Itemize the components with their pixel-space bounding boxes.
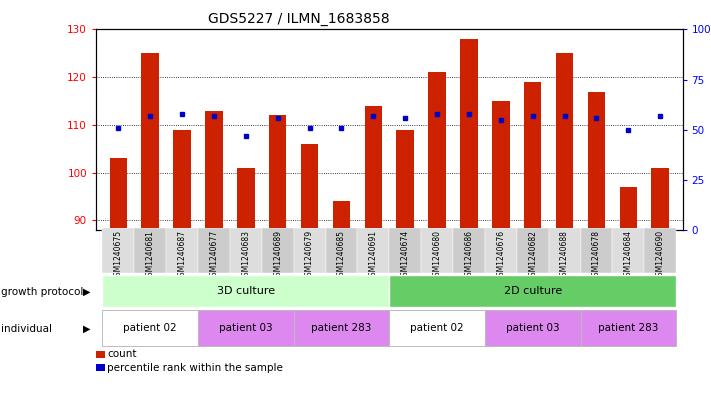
- Text: patient 03: patient 03: [219, 323, 272, 333]
- Bar: [205, 110, 223, 230]
- Bar: [397, 130, 414, 230]
- Text: patient 03: patient 03: [506, 323, 560, 333]
- Text: GSM1240680: GSM1240680: [432, 230, 442, 281]
- Bar: [390, 228, 421, 273]
- Text: GSM1240690: GSM1240690: [656, 230, 665, 281]
- Bar: [237, 168, 255, 230]
- Text: GSM1240686: GSM1240686: [464, 230, 474, 281]
- Bar: [581, 228, 612, 273]
- Bar: [485, 310, 581, 346]
- Bar: [581, 310, 676, 346]
- Bar: [453, 228, 485, 273]
- Text: ▶: ▶: [82, 286, 90, 297]
- Text: ▶: ▶: [82, 324, 90, 334]
- Bar: [173, 130, 191, 230]
- Text: GSM1240681: GSM1240681: [146, 230, 155, 281]
- Text: individual: individual: [1, 324, 53, 334]
- Text: GSM1240682: GSM1240682: [528, 230, 538, 281]
- Text: GSM1240683: GSM1240683: [241, 230, 250, 281]
- Text: GSM1240679: GSM1240679: [305, 230, 314, 281]
- Bar: [141, 53, 159, 230]
- Text: GSM1240675: GSM1240675: [114, 230, 123, 281]
- Text: GSM1240676: GSM1240676: [496, 230, 506, 281]
- Bar: [269, 116, 287, 230]
- Bar: [612, 228, 644, 273]
- Bar: [102, 228, 134, 273]
- Bar: [588, 92, 605, 230]
- Bar: [644, 228, 676, 273]
- Text: GSM1240689: GSM1240689: [273, 230, 282, 281]
- Bar: [102, 275, 390, 307]
- Bar: [358, 228, 390, 273]
- Bar: [460, 39, 478, 230]
- Bar: [651, 168, 669, 230]
- Bar: [294, 310, 390, 346]
- Text: GSM1240677: GSM1240677: [210, 230, 218, 281]
- Bar: [556, 53, 573, 230]
- Text: patient 02: patient 02: [410, 323, 464, 333]
- Text: GSM1240674: GSM1240674: [401, 230, 410, 281]
- Bar: [326, 228, 358, 273]
- Bar: [390, 310, 485, 346]
- Text: 2D culture: 2D culture: [503, 286, 562, 296]
- Text: patient 02: patient 02: [124, 323, 177, 333]
- Text: GSM1240687: GSM1240687: [178, 230, 186, 281]
- Bar: [294, 228, 326, 273]
- Bar: [262, 228, 294, 273]
- Text: 3D culture: 3D culture: [217, 286, 275, 296]
- Text: patient 283: patient 283: [311, 323, 372, 333]
- Bar: [333, 201, 351, 230]
- Bar: [549, 228, 581, 273]
- Bar: [390, 275, 676, 307]
- Bar: [619, 187, 637, 230]
- Bar: [524, 82, 542, 230]
- Bar: [166, 228, 198, 273]
- Bar: [421, 228, 453, 273]
- Bar: [134, 228, 166, 273]
- Text: GSM1240691: GSM1240691: [369, 230, 378, 281]
- Bar: [485, 228, 517, 273]
- Text: GSM1240684: GSM1240684: [624, 230, 633, 281]
- Text: GSM1240678: GSM1240678: [592, 230, 601, 281]
- Bar: [198, 228, 230, 273]
- Bar: [301, 144, 319, 230]
- Text: patient 283: patient 283: [598, 323, 658, 333]
- Bar: [492, 101, 510, 230]
- Bar: [365, 106, 382, 230]
- Bar: [198, 310, 294, 346]
- Text: count: count: [107, 349, 137, 360]
- Text: percentile rank within the sample: percentile rank within the sample: [107, 363, 283, 373]
- Text: GSM1240685: GSM1240685: [337, 230, 346, 281]
- Bar: [102, 310, 198, 346]
- Text: GSM1240688: GSM1240688: [560, 230, 569, 281]
- Bar: [230, 228, 262, 273]
- Text: growth protocol: growth protocol: [1, 286, 84, 297]
- Bar: [517, 228, 549, 273]
- Text: GDS5227 / ILMN_1683858: GDS5227 / ILMN_1683858: [208, 12, 390, 26]
- Bar: [428, 72, 446, 230]
- Bar: [109, 158, 127, 230]
